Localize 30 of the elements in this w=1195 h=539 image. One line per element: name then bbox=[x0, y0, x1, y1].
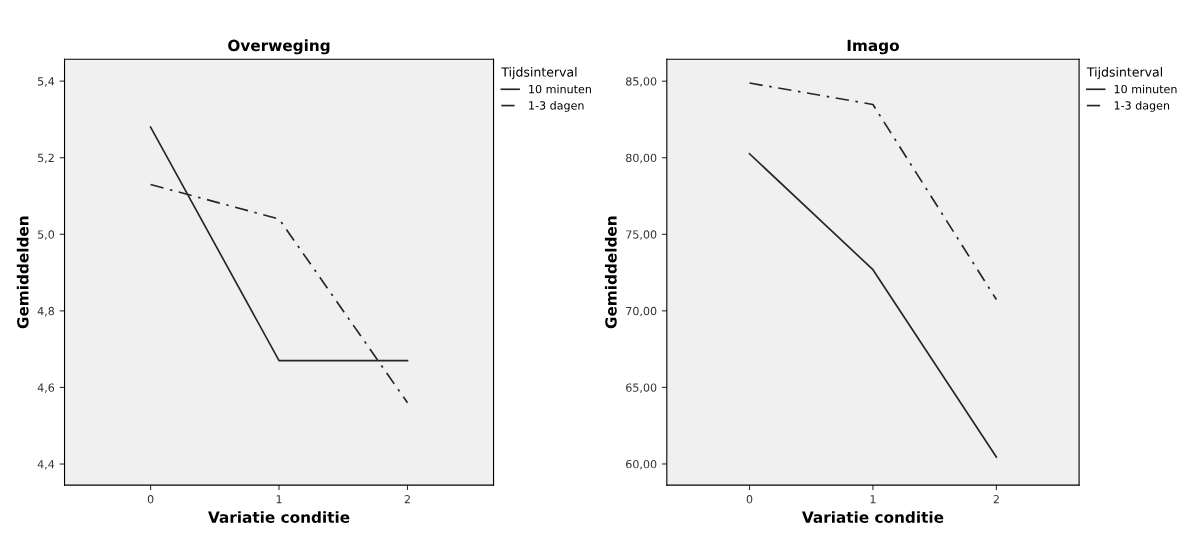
y-tick-label: 85,00 bbox=[626, 77, 657, 87]
y-tick-label: 4,4 bbox=[37, 460, 55, 470]
y-tick-label: 5,0 bbox=[38, 230, 55, 240]
y-tick-label: 75,00 bbox=[626, 230, 657, 240]
y-tick-label: 5,4 bbox=[38, 77, 55, 87]
legend-title: Tijdsinterval bbox=[501, 67, 577, 80]
y-tick-label: 65,00 bbox=[626, 383, 657, 393]
chart-title: Imago bbox=[847, 39, 899, 55]
legend-label: 10 minuten bbox=[1114, 84, 1177, 94]
x-axis-title: Variatie conditie bbox=[208, 511, 350, 523]
x-tick-label: 1 bbox=[276, 495, 282, 504]
x-tick-label: 2 bbox=[404, 495, 410, 504]
legend-label: 1-3 dagen bbox=[529, 101, 584, 112]
x-tick-label: 2 bbox=[993, 495, 999, 504]
y-tick-label: 70,00 bbox=[626, 306, 657, 317]
x-tick-label: 0 bbox=[746, 495, 753, 504]
legend-label: 10 minuten bbox=[529, 84, 591, 94]
x-tick-label: 1 bbox=[870, 495, 876, 504]
legend-title: Tijdsinterval bbox=[1086, 67, 1162, 80]
y-axis-title: Gemiddelden bbox=[16, 216, 29, 329]
x-tick-label: 0 bbox=[147, 495, 154, 504]
chart-title: Overweging bbox=[228, 39, 330, 55]
y-tick-label: 5,2 bbox=[38, 153, 54, 164]
x-axis-title: Variatie conditie bbox=[801, 511, 944, 523]
y-tick-label: 4,8 bbox=[37, 306, 55, 317]
y-tick-label: 4,6 bbox=[37, 383, 55, 393]
y-tick-label: 60,00 bbox=[626, 459, 657, 470]
legend-label: 1-3 dagen bbox=[1114, 101, 1170, 112]
y-axis-title: Gemiddelden bbox=[604, 216, 617, 329]
y-tick-label: 80,00 bbox=[626, 153, 657, 164]
